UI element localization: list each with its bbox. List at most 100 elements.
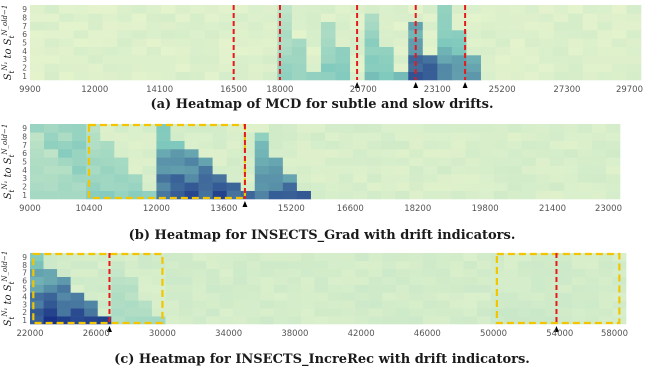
- heatmap-cell: [353, 132, 368, 141]
- y-tick-label: 9: [22, 5, 27, 14]
- heatmap-cell: [571, 308, 586, 317]
- heatmap-cell: [88, 71, 104, 81]
- heatmap-cell: [521, 174, 537, 183]
- drift-arrow-marker: [413, 82, 419, 88]
- heatmap-cell: [341, 308, 356, 317]
- heatmap-cell: [86, 140, 101, 150]
- heatmap-cell: [124, 276, 139, 285]
- heatmap-cell: [175, 38, 191, 47]
- heatmap-cell: [296, 165, 312, 175]
- heatmap-cell: [70, 284, 85, 293]
- heatmap-cell: [611, 55, 627, 64]
- heatmap-cell: [480, 13, 496, 22]
- heatmap-cell: [355, 292, 369, 301]
- heatmap-cell: [571, 268, 586, 277]
- heatmap-cell: [184, 157, 199, 166]
- heatmap-cell: [273, 268, 288, 277]
- heatmap-cell: [175, 55, 191, 64]
- heatmap-cell: [131, 5, 147, 14]
- heatmap-cell: [57, 308, 71, 317]
- heatmap-cell: [423, 190, 438, 200]
- x-tick-label: 18000: [266, 85, 293, 95]
- heatmap-cell: [422, 38, 438, 47]
- heatmap-cell: [524, 71, 540, 81]
- heatmap-cell: [479, 190, 494, 200]
- heatmap-cell: [102, 46, 118, 56]
- heatmap-cell: [507, 149, 522, 158]
- heatmap-cell: [219, 30, 234, 39]
- heatmap-cell: [437, 165, 452, 175]
- heatmap-cell: [495, 63, 511, 72]
- heatmap-cell: [240, 132, 256, 141]
- heatmap-cell: [591, 157, 607, 166]
- heatmap-cell: [57, 292, 71, 301]
- heatmap-cell: [73, 38, 89, 47]
- heatmap-cell: [379, 71, 394, 81]
- heatmap-cell: [88, 63, 104, 72]
- heatmap-cell: [395, 124, 410, 133]
- heatmap-cell: [539, 38, 555, 47]
- heatmap-cell: [381, 190, 396, 200]
- heatmap-cell: [151, 253, 166, 262]
- heatmap-cell: [423, 182, 438, 191]
- heatmap-cell: [30, 182, 45, 191]
- heatmap-cell: [582, 46, 598, 56]
- heatmap-cell: [463, 268, 478, 277]
- heatmap-cell: [382, 260, 397, 270]
- heatmap-cell: [504, 284, 518, 293]
- heatmap-cell: [160, 38, 176, 47]
- heatmap-cell: [192, 300, 207, 309]
- heatmap-cell: [339, 149, 354, 158]
- y-tick-label: 6: [22, 30, 27, 39]
- heatmap-cell: [219, 308, 234, 317]
- heatmap-cell: [57, 253, 71, 262]
- heatmap-cell: [422, 21, 438, 31]
- heatmap-cell: [597, 13, 613, 22]
- heatmap-cell: [553, 38, 569, 47]
- heatmap-cell: [156, 174, 171, 183]
- heatmap-cell: [204, 30, 220, 39]
- heatmap-cell: [451, 182, 466, 191]
- heatmap-cell: [328, 253, 342, 262]
- heatmap-cell: [577, 174, 593, 183]
- heatmap-cell: [381, 149, 396, 158]
- heatmap-cell: [531, 292, 546, 301]
- heatmap-cell: [282, 157, 298, 166]
- heatmap-cell: [151, 316, 166, 325]
- heatmap-cell: [156, 157, 171, 166]
- heatmap-cell: [597, 30, 613, 39]
- heatmap-cell: [170, 149, 185, 158]
- x-tick-label: 19800: [472, 204, 499, 214]
- heatmap-cell: [114, 140, 129, 150]
- heatmap-cell: [549, 174, 565, 183]
- heatmap-cell: [131, 71, 147, 81]
- heatmap-cell: [408, 63, 424, 72]
- heatmap-cell: [44, 132, 59, 141]
- heatmap-cell: [510, 46, 525, 56]
- heatmap-cell: [477, 284, 491, 293]
- heatmap-cell: [58, 165, 73, 175]
- heatmap-cell: [451, 71, 467, 81]
- heatmap-cell: [437, 63, 453, 72]
- heatmap-cell: [156, 149, 171, 158]
- y-tick-label: 8: [22, 261, 27, 270]
- heatmap-cell: [212, 165, 227, 175]
- heatmap-cell: [30, 13, 45, 22]
- heatmap-cell: [146, 38, 162, 47]
- heatmap-cell: [521, 157, 537, 166]
- heatmap-cell: [320, 38, 336, 47]
- heatmap-cell: [504, 316, 518, 325]
- heatmap-cell: [151, 284, 166, 293]
- heatmap-cell: [549, 190, 565, 200]
- heatmap-cell: [395, 268, 410, 277]
- heatmap-cell: [582, 71, 598, 81]
- heatmap-cell: [436, 284, 451, 293]
- heatmap-cell: [291, 46, 307, 56]
- heatmap-cell: [277, 71, 293, 81]
- heatmap-cell: [282, 165, 298, 175]
- heatmap-cell: [422, 292, 437, 301]
- heatmap-cell: [175, 46, 191, 56]
- heatmap-cell: [175, 71, 191, 81]
- heatmap-cell: [268, 140, 284, 150]
- heatmap-cell: [524, 5, 540, 14]
